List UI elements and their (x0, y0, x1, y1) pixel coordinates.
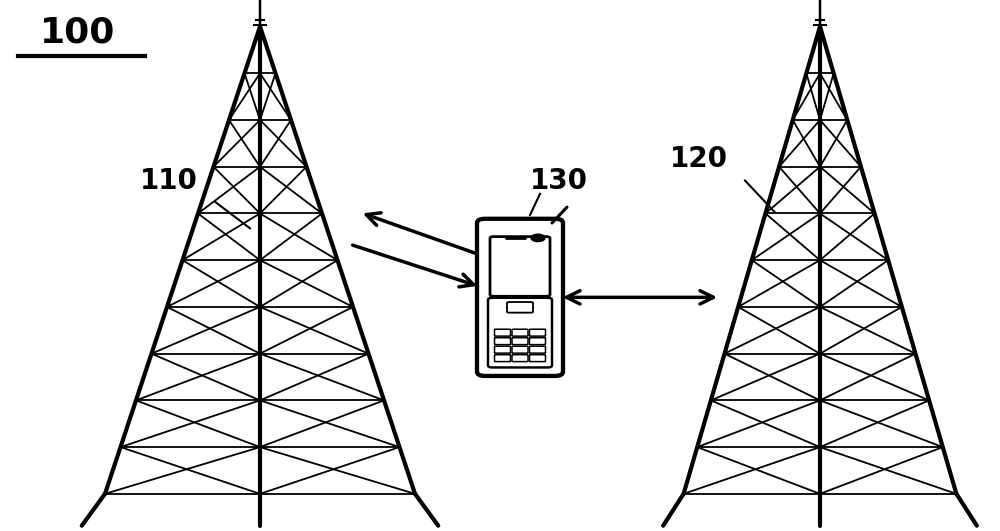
FancyBboxPatch shape (488, 298, 552, 367)
FancyBboxPatch shape (477, 219, 563, 376)
Text: 110: 110 (140, 167, 198, 194)
FancyBboxPatch shape (494, 346, 510, 353)
FancyBboxPatch shape (494, 355, 510, 362)
FancyBboxPatch shape (512, 355, 528, 362)
FancyBboxPatch shape (530, 338, 546, 345)
FancyBboxPatch shape (530, 329, 546, 336)
FancyBboxPatch shape (494, 338, 510, 345)
FancyBboxPatch shape (512, 329, 528, 336)
FancyBboxPatch shape (494, 329, 510, 336)
Text: 130: 130 (530, 167, 588, 194)
FancyBboxPatch shape (512, 338, 528, 345)
FancyBboxPatch shape (530, 346, 546, 353)
FancyBboxPatch shape (530, 355, 546, 362)
FancyBboxPatch shape (507, 302, 533, 313)
Circle shape (531, 234, 545, 242)
FancyBboxPatch shape (512, 346, 528, 353)
Text: 120: 120 (670, 145, 728, 173)
Text: 100: 100 (40, 16, 115, 50)
FancyBboxPatch shape (490, 237, 550, 296)
